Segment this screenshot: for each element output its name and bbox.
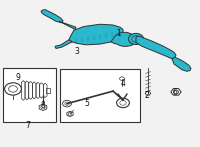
Text: 3: 3 — [75, 47, 79, 56]
Polygon shape — [111, 32, 136, 46]
FancyBboxPatch shape — [60, 69, 140, 122]
Polygon shape — [41, 10, 63, 23]
Polygon shape — [55, 40, 72, 49]
Bar — [46, 88, 50, 93]
Polygon shape — [172, 57, 191, 71]
Text: 4: 4 — [121, 78, 125, 88]
Polygon shape — [69, 24, 123, 45]
Polygon shape — [136, 36, 176, 59]
Text: 9: 9 — [16, 73, 20, 82]
Text: 6: 6 — [173, 88, 177, 97]
Text: 8: 8 — [41, 101, 45, 110]
FancyBboxPatch shape — [3, 68, 56, 122]
Text: 2: 2 — [145, 91, 149, 100]
Polygon shape — [59, 21, 76, 29]
Circle shape — [132, 36, 140, 42]
Text: 7: 7 — [26, 121, 30, 130]
Text: 1: 1 — [117, 29, 121, 38]
Text: 5: 5 — [85, 99, 89, 108]
Circle shape — [128, 33, 144, 45]
